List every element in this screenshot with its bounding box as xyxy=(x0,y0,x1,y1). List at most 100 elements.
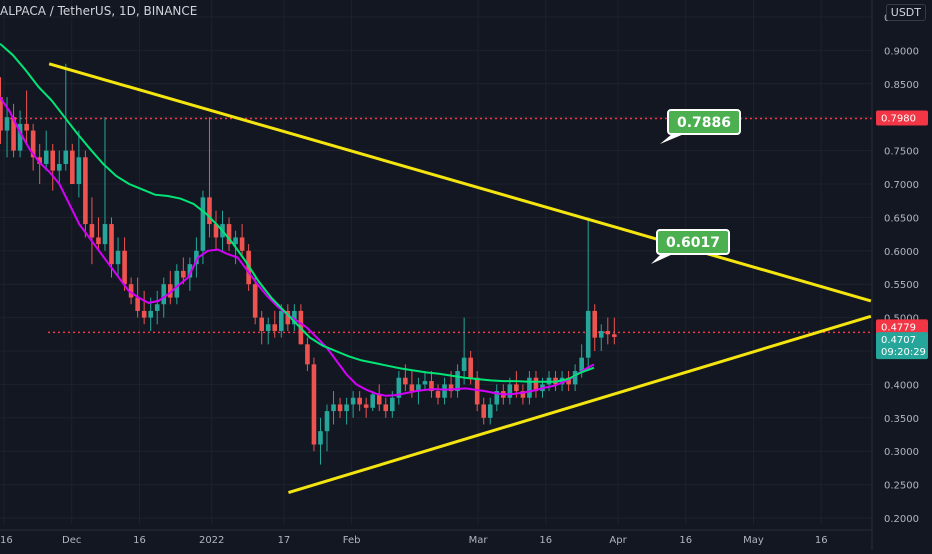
price-label: 0.4779 xyxy=(881,322,916,333)
candle-body xyxy=(344,404,349,412)
lower-trendline[interactable] xyxy=(288,314,872,495)
candle-body xyxy=(390,397,395,412)
candle-body xyxy=(24,123,29,131)
ma-slow-line xyxy=(0,42,595,383)
x-tick-label: Mar xyxy=(469,535,489,546)
candle-body xyxy=(514,384,519,392)
x-tick-label: 2022 xyxy=(199,535,224,546)
candle-body xyxy=(324,411,330,432)
candle-body xyxy=(363,404,369,408)
candle-body xyxy=(167,284,173,298)
price-label: 0.4707 xyxy=(881,335,916,346)
y-tick-label: 0.7500 xyxy=(884,147,919,158)
candle-body xyxy=(435,391,441,398)
candle-body xyxy=(592,310,598,338)
candle-body xyxy=(461,357,467,372)
candle-body xyxy=(422,381,428,385)
candle-body xyxy=(148,310,153,318)
x-tick-label: Feb xyxy=(343,535,361,546)
candle-body xyxy=(494,391,500,405)
candle-body xyxy=(598,330,604,338)
candle-body xyxy=(135,297,140,311)
symbol-title[interactable]: ALPACA / TetherUS, 1D, BINANCE xyxy=(0,4,198,18)
price-label-bg xyxy=(876,344,928,360)
price-annotations[interactable]: 0.7886 0.6017 xyxy=(651,109,741,264)
candle-body xyxy=(226,224,232,245)
y-tick-label: 0.6500 xyxy=(884,213,919,224)
candle-body xyxy=(416,384,421,392)
candle-body xyxy=(605,330,611,335)
y-tick-label: 0.7000 xyxy=(884,180,919,191)
callout-box[interactable] xyxy=(656,229,730,255)
callout-pointer xyxy=(651,254,673,264)
candle-body xyxy=(43,150,49,164)
y-tick-label: 0.2000 xyxy=(884,514,919,525)
candle-body xyxy=(350,397,356,405)
candle-body xyxy=(403,377,408,385)
candle-body xyxy=(383,404,389,412)
candle-body xyxy=(474,377,480,405)
candle-body xyxy=(109,224,114,265)
candle-body xyxy=(161,284,167,305)
callout-label[interactable]: 0.6017 xyxy=(666,235,720,251)
candle-body xyxy=(17,123,23,151)
candle-body xyxy=(481,404,487,418)
candle-body xyxy=(337,404,343,412)
callout-label[interactable]: 0.7886 xyxy=(677,115,731,131)
price-label-bg xyxy=(876,319,928,335)
y-tick-label: 0.2500 xyxy=(884,481,919,492)
candle-body xyxy=(311,364,317,445)
candle-body xyxy=(409,384,415,392)
x-tick-label: 16 xyxy=(679,535,692,546)
candle-body xyxy=(70,150,75,184)
candle-body xyxy=(396,377,402,398)
y-tick-label: 0.6000 xyxy=(884,247,919,258)
x-tick-label: 16 xyxy=(0,535,13,546)
candle-body xyxy=(527,377,532,398)
candle-body xyxy=(533,377,539,392)
candle-body xyxy=(468,357,473,378)
candle-body xyxy=(4,117,10,131)
x-tick-label: 17 xyxy=(278,535,291,546)
candle-body xyxy=(278,310,284,331)
x-tick-label: 16 xyxy=(815,535,828,546)
candle-body xyxy=(56,163,62,171)
candle-body xyxy=(252,284,258,318)
candle-body xyxy=(83,157,88,225)
candle-body xyxy=(181,270,186,278)
candle-body xyxy=(89,224,95,238)
callout-pointer xyxy=(660,134,684,144)
candle-body xyxy=(11,117,16,151)
y-tick-label: 0.9000 xyxy=(884,46,919,57)
candle-body xyxy=(30,130,36,158)
candle-body xyxy=(50,150,56,171)
candle-body xyxy=(585,310,591,358)
countdown-label: 09:20:29 xyxy=(881,347,926,358)
candle-body xyxy=(194,250,199,265)
candle-body xyxy=(448,384,454,392)
upper-trendline[interactable] xyxy=(48,62,872,303)
ma-fast-line xyxy=(0,96,595,397)
x-tick-label: Dec xyxy=(62,535,81,546)
candle-body xyxy=(285,310,291,325)
candle-body xyxy=(455,371,460,392)
price-label: 0.7980 xyxy=(881,114,916,125)
callout-box[interactable] xyxy=(667,109,741,135)
candle-body xyxy=(376,394,382,405)
candle-body xyxy=(566,377,571,385)
trendlines[interactable] xyxy=(48,62,872,495)
y-tick-label: 0.5000 xyxy=(884,314,919,325)
price-label-bg xyxy=(876,110,928,126)
x-tick-label: 16 xyxy=(539,535,552,546)
y-tick-label: 0.4000 xyxy=(884,380,919,391)
candle-body xyxy=(265,324,271,331)
candle-body xyxy=(331,404,336,412)
currency-badge[interactable]: USDT xyxy=(885,4,926,21)
candle-body xyxy=(76,157,82,184)
x-tick-label: May xyxy=(743,535,764,546)
y-tick-label: 0.5500 xyxy=(884,280,919,291)
candle-body xyxy=(141,310,147,318)
